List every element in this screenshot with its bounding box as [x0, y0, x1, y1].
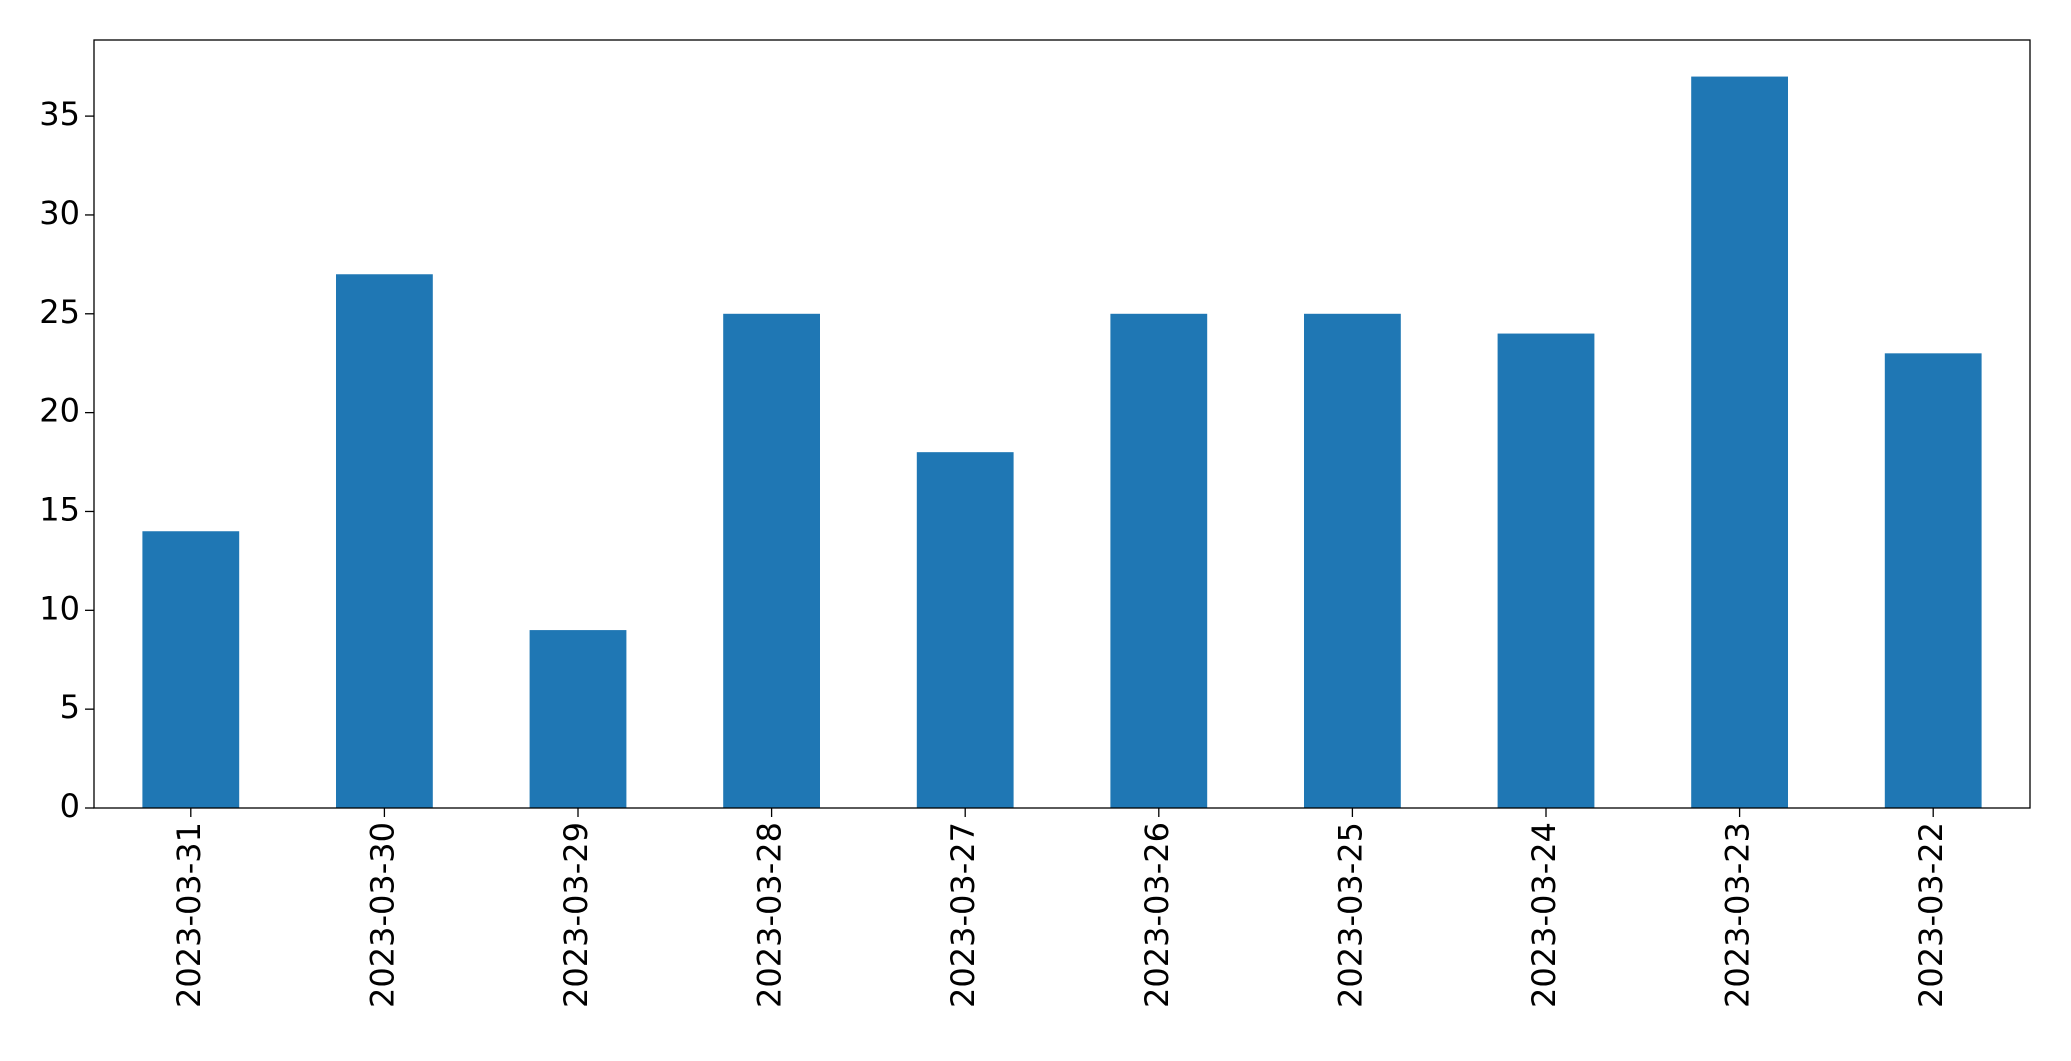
x-tick-label: 2023-03-25 — [1331, 822, 1369, 1008]
x-tick-label: 2023-03-29 — [557, 822, 595, 1008]
y-tick-label: 0 — [60, 787, 80, 825]
bar — [1110, 313, 1208, 808]
x-tick-label: 2023-03-28 — [751, 822, 789, 1008]
bar — [142, 531, 240, 808]
x-tick-label: 2023-03-22 — [1912, 822, 1950, 1008]
x-tick-label: 2023-03-30 — [363, 822, 401, 1008]
bar — [723, 313, 820, 808]
y-tick-label: 15 — [39, 490, 80, 528]
x-tick-label: 2023-03-26 — [1138, 822, 1176, 1008]
y-tick-label: 10 — [39, 589, 80, 627]
bar — [1884, 353, 1982, 808]
plot-frame — [93, 39, 2031, 809]
x-tick-label: 2023-03-23 — [1719, 822, 1757, 1008]
y-tick-label: 5 — [60, 688, 80, 726]
x-tick-label: 2023-03-24 — [1525, 822, 1563, 1008]
y-tick-label: 25 — [39, 293, 80, 331]
bar — [1691, 76, 1788, 809]
y-tick-label: 20 — [39, 392, 80, 430]
bar — [1304, 313, 1401, 808]
x-tick-label: 2023-03-27 — [944, 822, 982, 1008]
bar — [529, 630, 627, 808]
bar — [336, 274, 433, 808]
y-tick-label: 30 — [39, 194, 80, 232]
bar — [916, 452, 1014, 808]
y-tick-label: 35 — [39, 95, 80, 133]
bar — [1497, 333, 1595, 808]
x-tick-label: 2023-03-31 — [170, 822, 208, 1008]
